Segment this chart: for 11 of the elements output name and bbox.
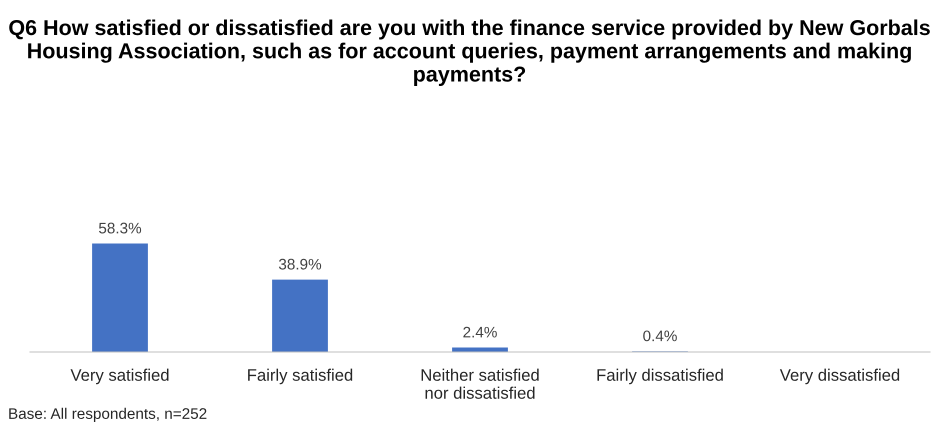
x-tick-label: Very satisfied (70, 368, 168, 384)
x-tick-label: Very dissatisfied (780, 368, 900, 384)
data-label: 2.4% (463, 326, 497, 338)
x-tick-label: Neither satisfied nor dissatisfied (422, 368, 539, 399)
data-label: 0.4% (643, 330, 677, 342)
chart-title: Q6 How satisfied or dissatisfied are you with the finance service provided by New Gorbals Housing Association, such as for account queries, payment arrangements and making payments? (9, 19, 930, 86)
x-tick-label: Fairly satisfied (248, 368, 352, 384)
data-label: 38.9% (278, 258, 322, 270)
data-label: 58.3% (98, 222, 142, 234)
x-tick-label: Fairly dissatisfied (597, 368, 723, 384)
text: Base: All respondents, n=252 (9, 408, 206, 422)
